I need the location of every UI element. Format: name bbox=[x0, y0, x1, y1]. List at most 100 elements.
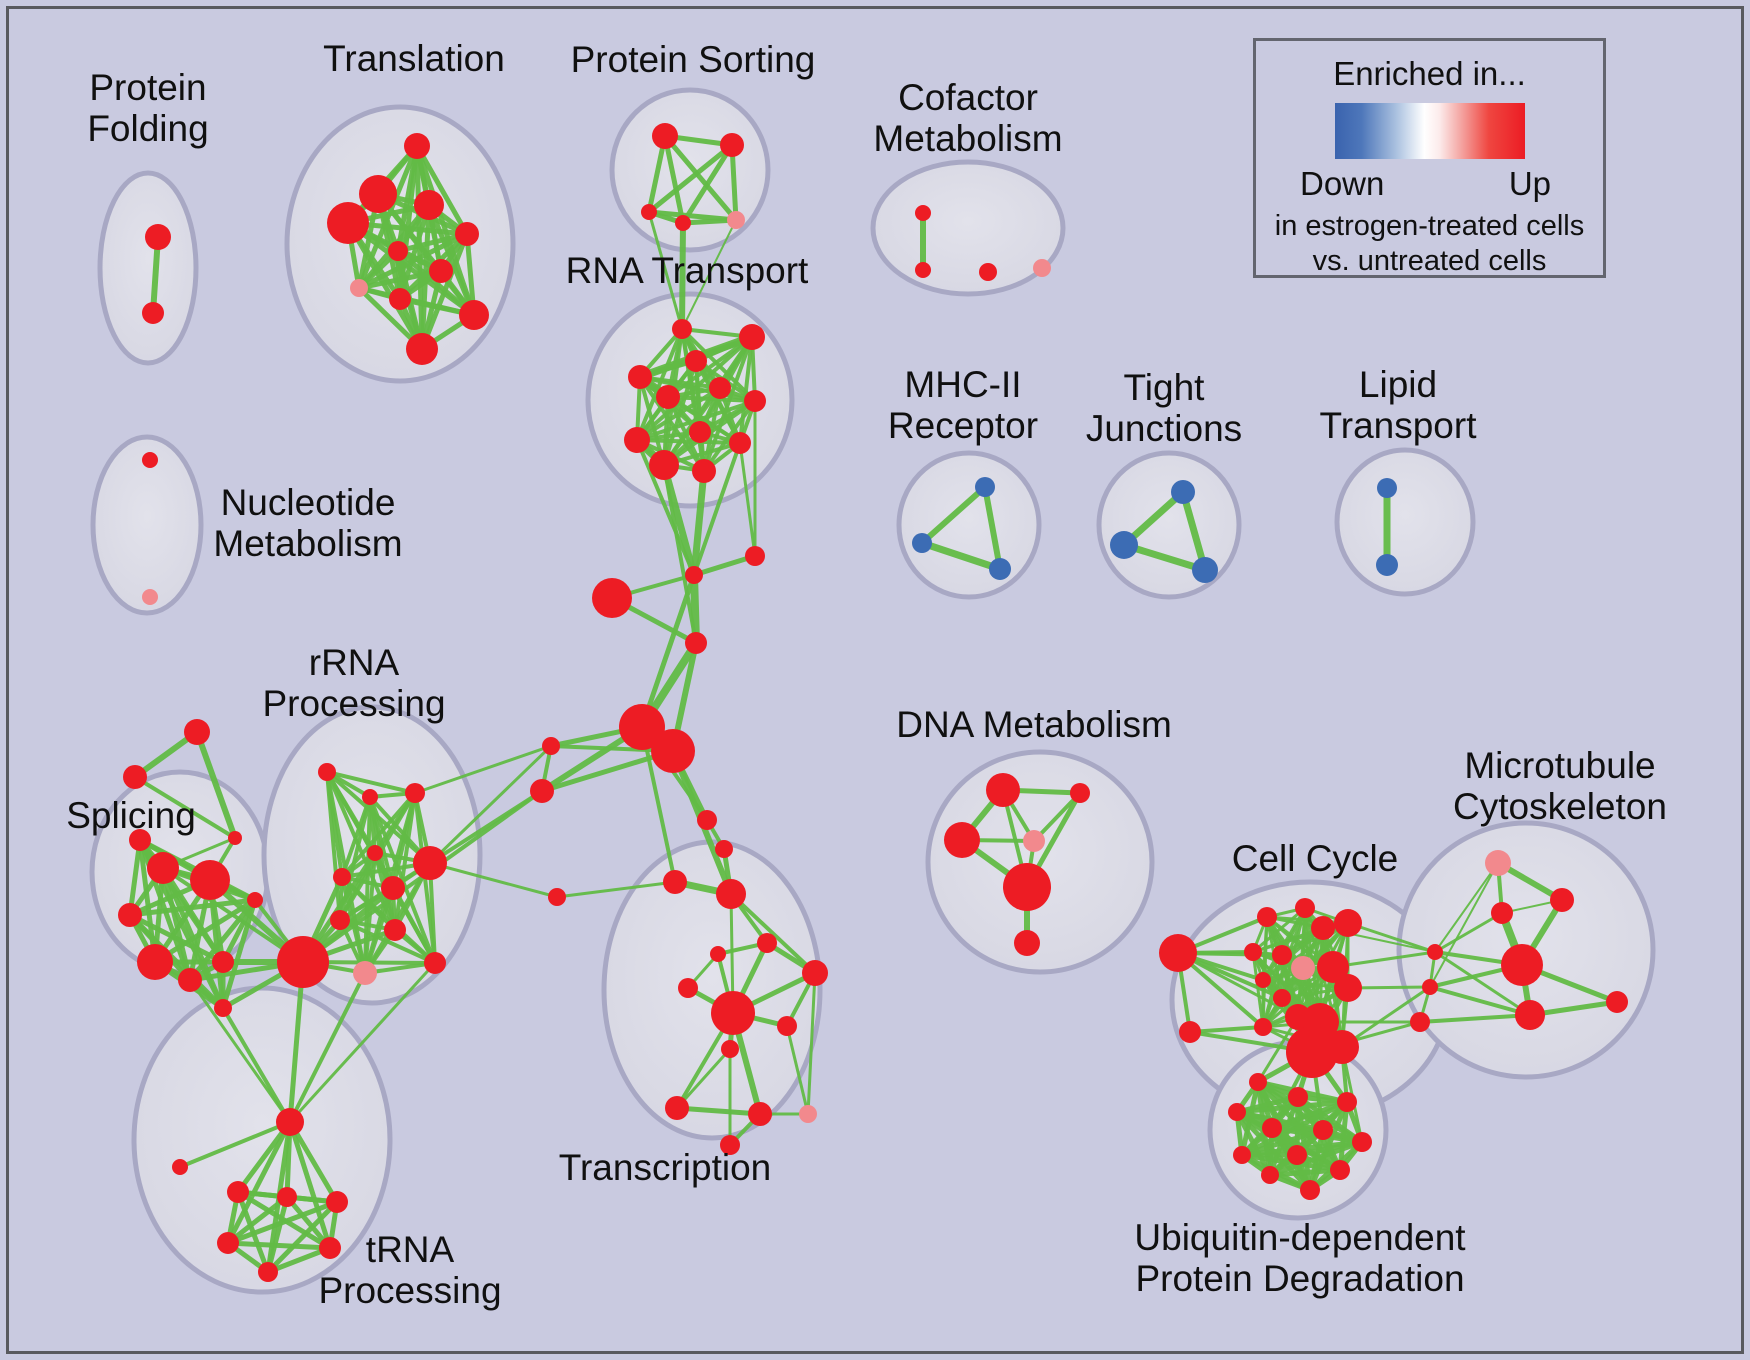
edge-r3-lc1 bbox=[413, 744, 553, 795]
node-s8-up bbox=[247, 892, 263, 908]
edge-ps1-ps5 bbox=[662, 133, 739, 223]
node-c5-up bbox=[1244, 943, 1262, 961]
edge-trh-s6 bbox=[221, 1006, 292, 1124]
edge-u6-u8 bbox=[1239, 1127, 1326, 1158]
node-d1-up bbox=[986, 773, 1020, 807]
legend-title: Enriched in... bbox=[1333, 55, 1526, 92]
node-c2-up bbox=[1295, 898, 1315, 918]
node-t6-up bbox=[802, 960, 828, 986]
node-t7-up bbox=[711, 991, 755, 1035]
node-m2-up bbox=[1550, 888, 1574, 912]
edge-tj2-tj3 bbox=[1120, 541, 1209, 574]
edge-rtI-h1 bbox=[635, 438, 696, 577]
edge-t8-t12 bbox=[785, 1024, 810, 1116]
node-tl10-up bbox=[459, 300, 489, 330]
node-ps3-up bbox=[641, 204, 657, 220]
cluster-label-cofactor-metabolism: Cofactor Metabolism bbox=[873, 77, 1062, 159]
cluster-label-lipid-transport: Lipid Transport bbox=[1320, 364, 1478, 446]
cluster-ellipse-protein-folding bbox=[97, 170, 199, 366]
node-cf4-up-light bbox=[1033, 259, 1051, 277]
node-m3-up bbox=[1491, 902, 1513, 924]
edge-r9-r10 bbox=[338, 918, 437, 965]
edge-rtG-rtI bbox=[635, 399, 757, 442]
edge-u3-u4 bbox=[1234, 1099, 1350, 1115]
node-m4-up bbox=[1501, 944, 1543, 986]
cluster-label-microtubule-cytoskeleton: Microtubule Cytoskeleton bbox=[1453, 745, 1667, 827]
node-rtE-up bbox=[656, 385, 680, 409]
node-c7-up-light bbox=[1291, 956, 1315, 980]
edge-ps2-ps5 bbox=[729, 142, 739, 223]
node-d4-up-light bbox=[1023, 830, 1045, 852]
node-sp_c-up bbox=[228, 831, 242, 845]
node-s1-up bbox=[147, 852, 179, 884]
node-r2-up bbox=[362, 789, 378, 805]
node-s7-up bbox=[118, 903, 142, 927]
edge-trh-q4 bbox=[225, 1119, 293, 1246]
node-c10-up bbox=[1255, 972, 1271, 988]
node-ps5-up-light bbox=[727, 211, 745, 229]
node-c1-up bbox=[1257, 907, 1277, 927]
node-c14-up bbox=[1254, 1018, 1272, 1036]
node-u2-up bbox=[1288, 1087, 1308, 1107]
node-rtF-up bbox=[709, 377, 731, 399]
edge-trh-r8 bbox=[288, 971, 367, 1124]
edge-q2-q5 bbox=[284, 1194, 333, 1251]
node-cf1-up bbox=[915, 205, 931, 221]
node-sp_a-up bbox=[184, 719, 210, 745]
legend-scale-labels: Down Up bbox=[1256, 165, 1603, 203]
node-r11-up bbox=[384, 919, 406, 941]
node-tl9-up bbox=[389, 288, 411, 310]
edge-t10-t11 bbox=[674, 1105, 763, 1117]
node-r1-up bbox=[318, 763, 336, 781]
node-r7-up bbox=[413, 846, 447, 880]
node-t12-up-light bbox=[799, 1105, 817, 1123]
edge-rtF-rtI bbox=[635, 386, 722, 442]
node-r4-up bbox=[367, 845, 383, 861]
legend-down-label: Down bbox=[1300, 165, 1385, 202]
edge-r1-r10 bbox=[325, 770, 342, 922]
node-nm1-up bbox=[142, 452, 158, 468]
node-c6-up bbox=[1272, 945, 1292, 965]
edge-trh-s4 bbox=[188, 978, 292, 1124]
node-d5-up bbox=[1003, 863, 1051, 911]
node-u8-up bbox=[1233, 1146, 1251, 1164]
edge-u10-u11 bbox=[1267, 1167, 1343, 1178]
node-rtJ-up bbox=[729, 432, 751, 454]
node-t9-up bbox=[721, 1040, 739, 1058]
edge-s3-s8 bbox=[152, 897, 258, 965]
edge-rtA-rtI bbox=[635, 327, 684, 442]
node-s2-up bbox=[190, 860, 230, 900]
node-c8-up bbox=[1317, 951, 1349, 983]
edge-tl7-tl8 bbox=[356, 268, 444, 291]
edge-m3-x1 bbox=[1433, 911, 1504, 954]
node-cc0-up bbox=[1159, 934, 1197, 972]
node-tl3-up bbox=[414, 190, 444, 220]
legend-caption-line2: vs. untreated cells bbox=[1312, 245, 1547, 277]
edge-ps1-ps4 bbox=[662, 133, 686, 226]
node-h3-up bbox=[592, 578, 632, 618]
node-rtA-up bbox=[672, 319, 692, 339]
edge-mh1-mh2 bbox=[919, 484, 988, 546]
edge-u7-u11 bbox=[1267, 1139, 1365, 1178]
node-tj2-down bbox=[1110, 531, 1138, 559]
edge-ps4-rtA bbox=[679, 220, 686, 332]
node-m5-up bbox=[1515, 1000, 1545, 1030]
cluster-ellipse-nucleotide-metabolism bbox=[90, 434, 204, 616]
edge-ps2-ps3 bbox=[646, 142, 735, 215]
node-rtL-up bbox=[692, 459, 716, 483]
edge-c2-c5 bbox=[1251, 906, 1307, 954]
edge-m5-x2 bbox=[1428, 985, 1532, 1017]
edge-hubA-t1 bbox=[640, 725, 677, 884]
node-q2-up bbox=[277, 1187, 297, 1207]
edge-rtB-rtL bbox=[702, 335, 754, 473]
node-h2-up bbox=[745, 546, 765, 566]
edge-trh-q3 bbox=[287, 1119, 340, 1205]
edge-q5-q6 bbox=[265, 1245, 333, 1275]
edge-d2-d4 bbox=[1032, 791, 1082, 843]
edge-lc3-t1 bbox=[555, 880, 677, 899]
edge-rtL-h1 bbox=[690, 467, 708, 579]
node-u9-up bbox=[1287, 1145, 1307, 1165]
node-c17-up bbox=[1325, 1030, 1359, 1064]
node-t13-up bbox=[720, 1135, 740, 1155]
edge-ps3-rtA bbox=[647, 210, 684, 331]
